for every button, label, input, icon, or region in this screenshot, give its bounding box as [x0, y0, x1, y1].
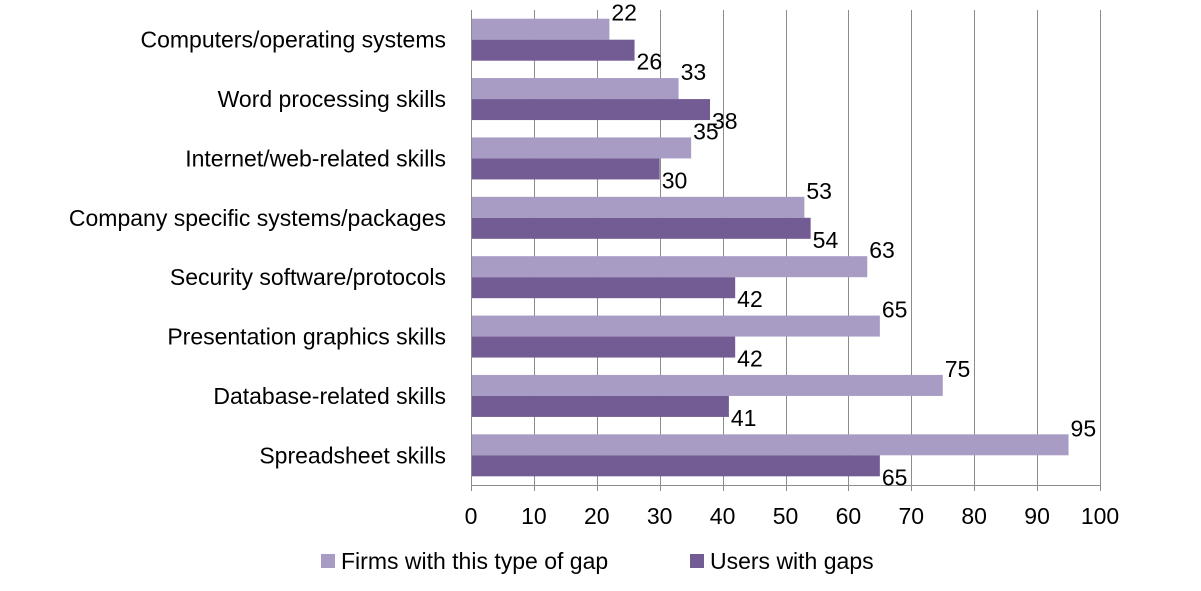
- legend-swatch-firms: [321, 554, 335, 568]
- legend-swatch-users: [690, 554, 704, 568]
- x-tick-label-80: 80: [961, 503, 987, 529]
- data-label-users-1: 38: [712, 108, 738, 134]
- data-label-users-4: 42: [737, 286, 763, 312]
- data-label-firms-0: 22: [611, 0, 637, 26]
- bar-firms-5: [471, 315, 880, 337]
- data-label-firms-2: 35: [693, 118, 719, 144]
- bar-firms-4: [471, 256, 868, 278]
- x-tick-label-30: 30: [647, 503, 673, 529]
- bar-users-1: [471, 99, 711, 121]
- bars: [471, 18, 1069, 477]
- x-tick-label-40: 40: [710, 503, 736, 529]
- bar-firms-3: [471, 196, 805, 218]
- data-label-firms-7: 95: [1071, 415, 1097, 441]
- x-tick-label-60: 60: [836, 503, 862, 529]
- bar-firms-6: [471, 374, 943, 396]
- category-label-0: Computers/operating systems: [140, 27, 446, 53]
- bar-users-0: [471, 39, 635, 61]
- bar-users-5: [471, 336, 736, 358]
- bar-firms-0: [471, 18, 610, 40]
- x-tick-label-10: 10: [521, 503, 547, 529]
- bar-users-7: [471, 455, 880, 477]
- category-label-4: Security software/protocols: [170, 264, 446, 290]
- category-label-2: Internet/web-related skills: [185, 145, 446, 171]
- data-label-firms-5: 65: [882, 297, 908, 323]
- x-tick-label-0: 0: [465, 503, 478, 529]
- data-label-users-3: 54: [813, 227, 839, 253]
- bar-users-3: [471, 217, 811, 239]
- data-label-users-2: 30: [662, 167, 688, 193]
- legend-label-firms: Firms with this type of gap: [341, 548, 608, 574]
- data-label-firms-4: 63: [869, 237, 895, 263]
- bar-users-2: [471, 158, 660, 180]
- data-label-users-6: 41: [731, 405, 757, 431]
- x-tick-label-20: 20: [584, 503, 610, 529]
- category-labels: Computers/operating systems Word processi…: [69, 27, 446, 469]
- data-label-firms-6: 75: [945, 356, 971, 382]
- bar-firms-7: [471, 434, 1069, 456]
- legend-label-users: Users with gaps: [710, 548, 874, 574]
- bar-users-6: [471, 395, 729, 417]
- x-tick-label-100: 100: [1081, 503, 1119, 529]
- category-label-6: Database-related skills: [213, 383, 446, 409]
- data-label-users-5: 42: [737, 346, 763, 372]
- x-tick-label-50: 50: [773, 503, 799, 529]
- axes: [471, 10, 1101, 491]
- data-label-users-0: 26: [637, 49, 663, 75]
- data-label-users-7: 65: [882, 464, 908, 490]
- bar-firms-2: [471, 137, 692, 159]
- x-tick-label-70: 70: [899, 503, 925, 529]
- legend: Firms with this type of gap Users with ga…: [321, 548, 874, 574]
- category-label-1: Word processing skills: [218, 86, 446, 112]
- x-tick-labels: 0 10 20 30 40 50 60 70 80 90 100: [465, 503, 1120, 529]
- data-label-firms-3: 53: [806, 178, 832, 204]
- bar-users-4: [471, 277, 736, 299]
- category-label-3: Company specific systems/packages: [69, 205, 446, 231]
- x-tick-label-90: 90: [1024, 503, 1050, 529]
- category-label-5: Presentation graphics skills: [167, 324, 446, 350]
- bar-firms-1: [471, 78, 679, 100]
- category-label-7: Spreadsheet skills: [259, 442, 446, 468]
- data-label-firms-1: 33: [681, 59, 707, 85]
